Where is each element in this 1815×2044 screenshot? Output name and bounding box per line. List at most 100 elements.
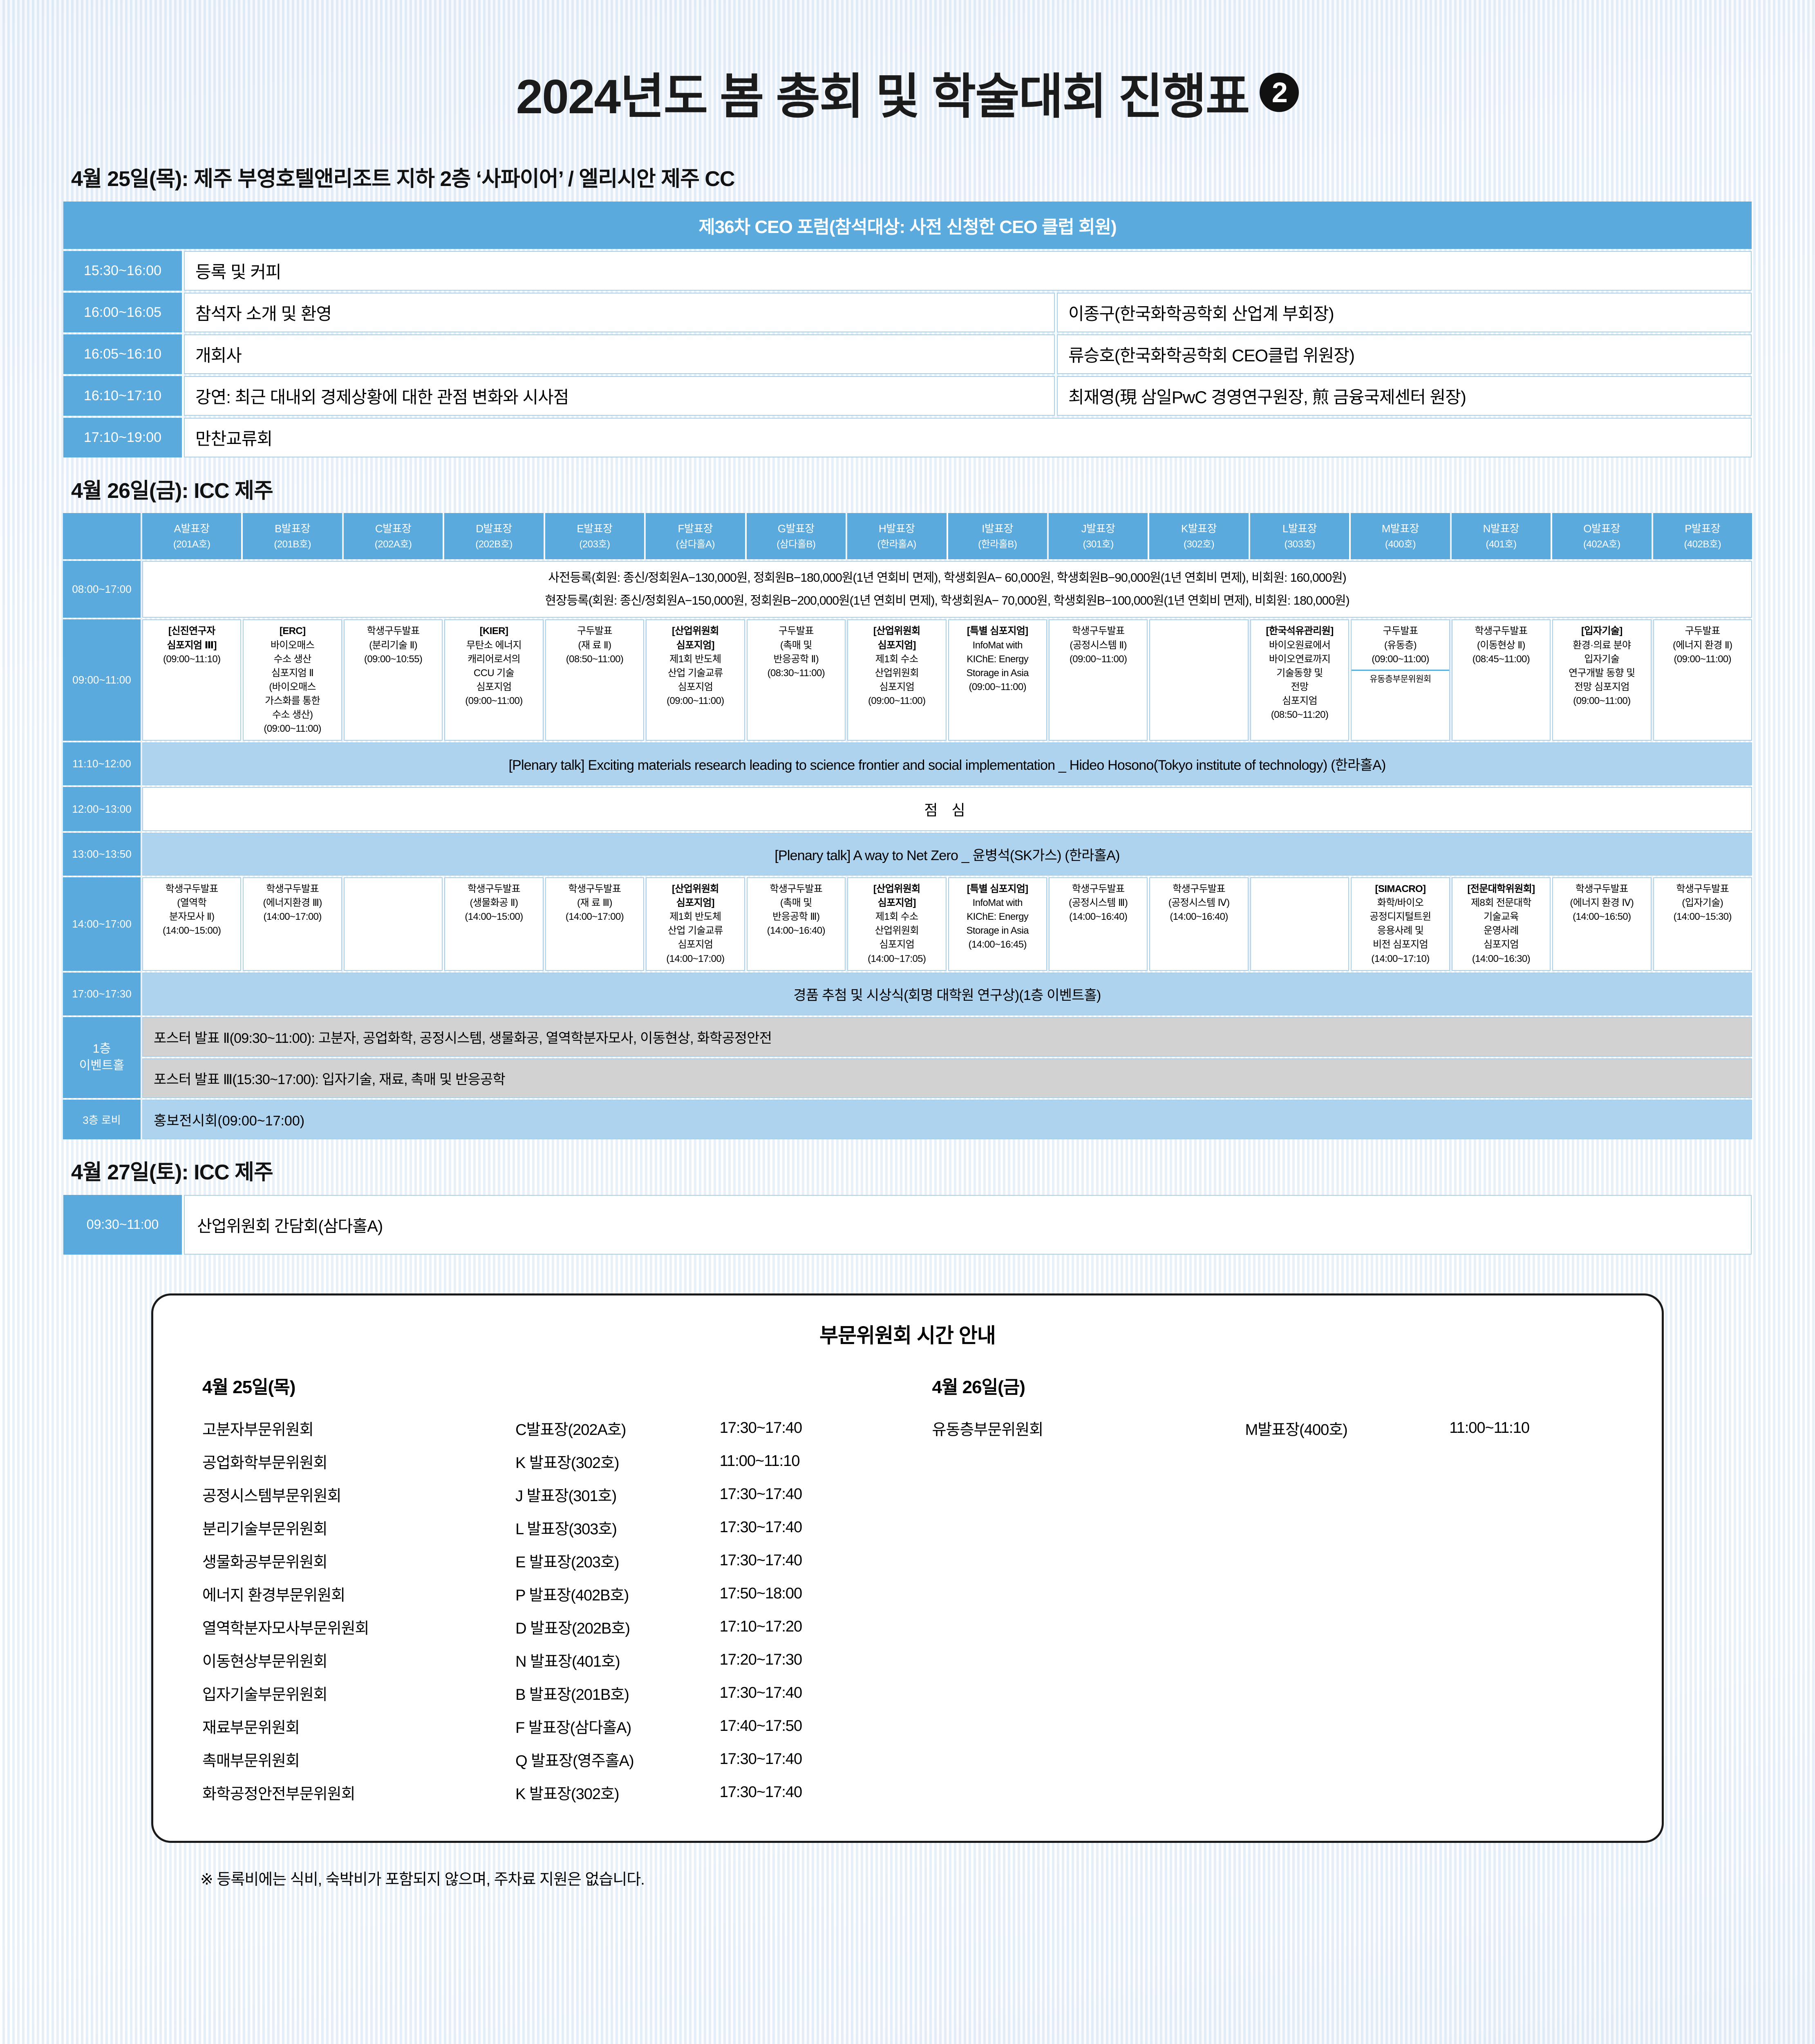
- column-header-B발표장: B발표장 (201B호): [243, 513, 342, 560]
- session-detail: 학생구두발표 (재 료 Ⅲ) (14:00~17:00): [565, 883, 624, 923]
- session-detail: 학생구두발표 (분리기술 Ⅱ) (09:00~10:55): [364, 625, 423, 665]
- day27-table: 09:30~11:00 산업위원회 간담회(삼다홀A): [61, 1193, 1754, 1257]
- committee-room: F 발표장(삼다홀A): [515, 1719, 631, 1737]
- session-cell: 구두발표 (유동층) (09:00~11:00) 유동층부문위원회: [1351, 619, 1450, 741]
- hall-room: (한라홀B): [978, 539, 1017, 550]
- committee-name: 이동현상부문위원회: [202, 1653, 328, 1670]
- session-cell: 학생구두발표 (공정시스템 Ⅱ) (09:00~11:00): [1048, 619, 1148, 741]
- ceo-row-time: 16:00~16:05: [63, 293, 182, 332]
- session-cell: [1149, 619, 1249, 741]
- schedule-header-row: A발표장 (201A호) B발표장 (201B호) C발표장 (202A호) D발표장 (20…: [63, 513, 1752, 560]
- plenary-talk-1-row: 11:10~12:00 [Plenary talk] Exciting mater…: [63, 742, 1752, 786]
- floor3-content: 홍보전시회(09:00~17:00): [142, 1099, 1752, 1139]
- table-row: 09:30~11:00 산업위원회 간담회(삼다홀A): [63, 1195, 1752, 1255]
- committee-row: 공업화학부문위원회 K 발표장(302호) 11:00~11:10: [202, 1445, 883, 1478]
- session-detail: 학생구두발표 (촉매 및 반응공학 Ⅲ) (14:00~16:40): [767, 883, 826, 937]
- committee-room: Q 발표장(영주홀A): [515, 1752, 634, 1770]
- committee-time: 11:00~11:10: [1449, 1419, 1530, 1437]
- session-detail: 학생구두발표 (공정시스템 Ⅲ) (14:00~16:40): [1069, 883, 1128, 923]
- page-number-badge: 2: [1260, 72, 1299, 112]
- committee-name: 열역학분자모사부문위원회: [202, 1620, 369, 1637]
- committee-name: 촉매부문위원회: [202, 1752, 300, 1770]
- committee-time: 17:30~17:40: [719, 1518, 802, 1536]
- committee-name: 재료부문위원회: [202, 1719, 300, 1737]
- day26-schedule-table: A발표장 (201A호) B발표장 (201B호) C발표장 (202A호) D발표장 (20…: [61, 511, 1754, 1141]
- session-detail: 학생구두발표 (에너지 환경 Ⅳ) (14:00~16:50): [1570, 883, 1634, 923]
- committee-name: 공정시스템부문위원회: [202, 1487, 342, 1505]
- committee-name: 고분자부문위원회: [202, 1421, 314, 1439]
- committee-room: L 발표장(303호): [515, 1520, 617, 1538]
- ceo-row-speaker: 최재영(現 삼일PwC 경영연구원장, 煎 금융국제센터 원장): [1057, 376, 1752, 416]
- ceo-row-time: 15:30~16:00: [63, 251, 182, 291]
- poster2-row: 1층 이벤트홀 포스터 발표 Ⅱ(09:30~11:00): 고분자, 공업화학, …: [63, 1017, 1752, 1098]
- session-cell: 학생구두발표 (생물화공 Ⅱ) (14:00~15:00): [444, 877, 544, 971]
- committee-room: B 발표장(201B호): [515, 1686, 629, 1703]
- session-cell: 학생구두발표 (입자기술) (14:00~15:30): [1653, 877, 1752, 971]
- committee-row: 공정시스템부문위원회 J 발표장(301호) 17:30~17:40: [202, 1478, 883, 1511]
- column-header-J발표장: J발표장 (301호): [1048, 513, 1148, 560]
- lunch-row: 12:00~13:00 점 심: [63, 787, 1752, 831]
- column-header-D발표장: D발표장 (202B호): [444, 513, 544, 560]
- plenary-talk-1-row-content: [Plenary talk] Exciting materials resear…: [142, 742, 1752, 786]
- table-row: 16:10~17:10 강연: 최근 대내외 경제상황에 대한 관점 변화와 시…: [63, 376, 1752, 416]
- committee-time: 17:30~17:40: [719, 1419, 802, 1437]
- session-detail: 구두발표 (유동층) (09:00~11:00): [1372, 625, 1429, 665]
- session-title: [특별 심포지엄]: [967, 625, 1028, 637]
- hall-name: H발표장: [879, 522, 915, 535]
- column-header-N발표장: N발표장 (401호): [1451, 513, 1551, 560]
- committee-row: 생물화공부문위원회 E 발표장(203호) 17:30~17:40: [202, 1544, 883, 1577]
- committee-name: 화학공정안전부문위원회: [202, 1785, 356, 1803]
- registration-line-pre: 사전등록(회원: 종신/정회원A−130,000원, 정회원B−180,000원…: [548, 571, 1347, 585]
- committee-room: K 발표장(302호): [515, 1785, 619, 1803]
- hall-room: (400호): [1385, 539, 1416, 550]
- ceo-row-item: 참석자 소개 및 환영: [184, 293, 1055, 332]
- committee-row: 촉매부문위원회 Q 발표장(영주홀A) 17:30~17:40: [202, 1743, 883, 1776]
- session-detail: 학생구두발표 (생물화공 Ⅱ) (14:00~15:00): [465, 883, 523, 923]
- session-detail: 제8회 전문대학 기술교육 운영사례 심포지엄 (14:00~16:30): [1471, 897, 1531, 964]
- morning-session-row: 09:00~11:00 [신진연구자 심포지엄 Ⅲ] (09:00~11:10) [ER…: [63, 619, 1752, 741]
- committee-time: 17:20~17:30: [719, 1651, 802, 1668]
- session-cell: 학생구두발표 (에너지환경 Ⅲ) (14:00~17:00): [243, 877, 342, 971]
- session-detail: 학생구두발표 (공정시스템 Ⅱ) (09:00~11:00): [1069, 625, 1127, 665]
- committee-name: 에너지 환경부문위원회: [202, 1587, 345, 1604]
- poster3-row: 포스터 발표 Ⅲ(15:30~17:00): 입자기술, 재료, 촉매 및 반응…: [63, 1058, 1752, 1098]
- ceo-row-item: 개회사: [184, 334, 1055, 374]
- column-header-F발표장: F발표장 (삼다홀A): [646, 513, 745, 560]
- ceo-row-time: 17:10~19:00: [63, 418, 182, 457]
- session-detail: 화학/바이오 공정디지털트윈 응용사례 및 비전 심포지엄 (14:00~17:10): [1370, 897, 1431, 964]
- page-title: 2024년도 봄 총회 및 학술대회 진행표 2: [61, 0, 1754, 148]
- session-cell: 학생구두발표 (이동현상 Ⅱ) (08:45~11:00): [1451, 619, 1551, 741]
- plenary-talk-2-row-content: [Plenary talk] A way to Net Zero _ 윤병석(S…: [142, 833, 1752, 876]
- hall-name: M발표장: [1381, 522, 1419, 535]
- session-cell: 학생구두발표 (열역학 분자모사 Ⅱ) (14:00~15:00): [142, 877, 242, 971]
- registration-time: 08:00~17:00: [63, 561, 141, 618]
- committee-row: 입자기술부문위원회 B 발표장(201B호) 17:30~17:40: [202, 1676, 883, 1710]
- registration-info: 사전등록(회원: 종신/정회원A−130,000원, 정회원B−180,000원…: [142, 561, 1752, 618]
- column-header-L발표장: L발표장 (303호): [1250, 513, 1350, 560]
- session-title: [ERC]: [279, 625, 306, 637]
- committee-room: E 발표장(203호): [515, 1553, 619, 1571]
- committee-room: K 발표장(302호): [515, 1454, 619, 1472]
- session-cell: [특별 심포지엄] InfoMat with KIChE: Energy Storag…: [948, 619, 1047, 741]
- plenary-talk-2-row-time: 13:00~13:50: [63, 833, 141, 876]
- session-cell: 학생구두발표 (분리기술 Ⅱ) (09:00~10:55): [343, 619, 443, 741]
- floor3-label: 3층 로비: [63, 1099, 141, 1139]
- committee-room: J 발표장(301호): [515, 1487, 617, 1505]
- afternoon-session-row-time: 14:00~17:00: [63, 877, 141, 971]
- ceo-row-time: 16:10~17:10: [63, 376, 182, 416]
- hall-name: L발표장: [1282, 522, 1317, 535]
- session-detail: 학생구두발표 (열역학 분자모사 Ⅱ) (14:00~15:00): [163, 883, 221, 937]
- session-cell: [1250, 877, 1350, 971]
- registration-row: 08:00~17:00 사전등록(회원: 종신/정회원A−130,000원, 정회…: [63, 561, 1752, 618]
- column-header-C발표장: C발표장 (202A호): [343, 513, 443, 560]
- session-title: [산업위원회 심포지엄]: [672, 625, 719, 651]
- session-title: [KIER]: [479, 625, 508, 637]
- ceo-row-time: 16:05~16:10: [63, 334, 182, 374]
- session-cell: [산업위원회 심포지엄] 제1회 수소 산업위원회 심포지엄 (14:00~17:05): [847, 877, 947, 971]
- schedule-corner-cell: [63, 513, 141, 560]
- session-detail: 바이오매스 수소 생산 심포지엄 Ⅱ (바이오매스 가스화를 통한 수소 생산) (09:0…: [264, 639, 321, 735]
- ceo-row-speaker: 류승호(한국화학공학회 CEO클럽 위원장): [1057, 334, 1752, 374]
- session-title: [전문대학위원회]: [1467, 883, 1535, 895]
- ceo-forum-title: 제36차 CEO 포럼(참석대상: 사전 신청한 CEO 클럽 회원): [63, 202, 1752, 249]
- hall-name: B발표장: [275, 522, 311, 535]
